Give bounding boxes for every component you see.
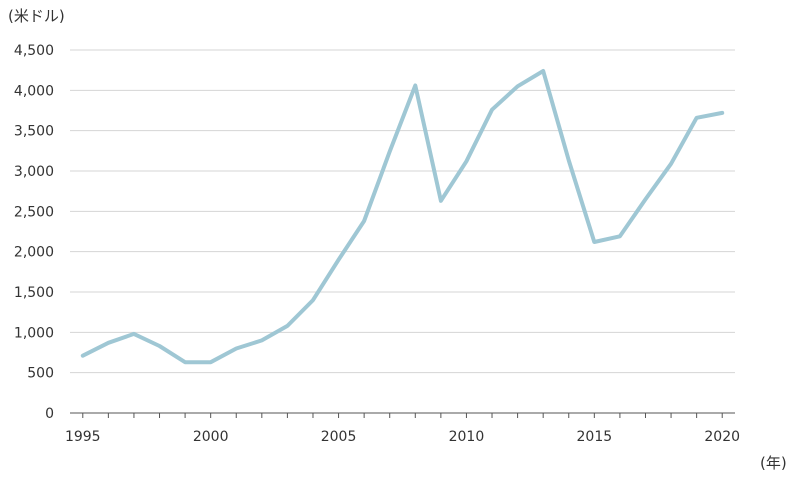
y-tick-label: 3,500 bbox=[14, 124, 54, 140]
gridlines bbox=[70, 49, 735, 374]
x-tick-label: 1995 bbox=[65, 429, 101, 445]
x-tick-label: 2015 bbox=[577, 429, 613, 445]
y-tick-label: 4,500 bbox=[14, 43, 54, 59]
y-axis-unit-label: (米ドル) bbox=[8, 7, 65, 25]
x-tick-label: 2010 bbox=[449, 429, 485, 445]
y-tick-label: 2,000 bbox=[14, 245, 54, 261]
series-group bbox=[80, 69, 725, 365]
y-tick-label: 4,000 bbox=[14, 83, 54, 99]
series-line bbox=[80, 69, 725, 365]
y-tick-label: 1,500 bbox=[14, 285, 54, 301]
x-tick-label: 2000 bbox=[193, 429, 229, 445]
y-tick-label: 1,000 bbox=[14, 325, 54, 341]
x-tick-label: 2020 bbox=[704, 429, 740, 445]
y-tick-label: 0 bbox=[45, 406, 54, 422]
x-axis-unit-label: (年) bbox=[760, 454, 787, 472]
y-axis: 0 500 1,000 1,500 2,000 2,500 3,000 3,500 4,000 4… bbox=[14, 43, 54, 422]
x-axis: 1995 2000 2005 2010 2015 2020 bbox=[65, 412, 740, 445]
y-tick-label: 2,500 bbox=[14, 204, 54, 220]
x-tick-label: 2005 bbox=[321, 429, 357, 445]
y-tick-label: 500 bbox=[27, 366, 54, 382]
y-tick-label: 3,000 bbox=[14, 164, 54, 180]
